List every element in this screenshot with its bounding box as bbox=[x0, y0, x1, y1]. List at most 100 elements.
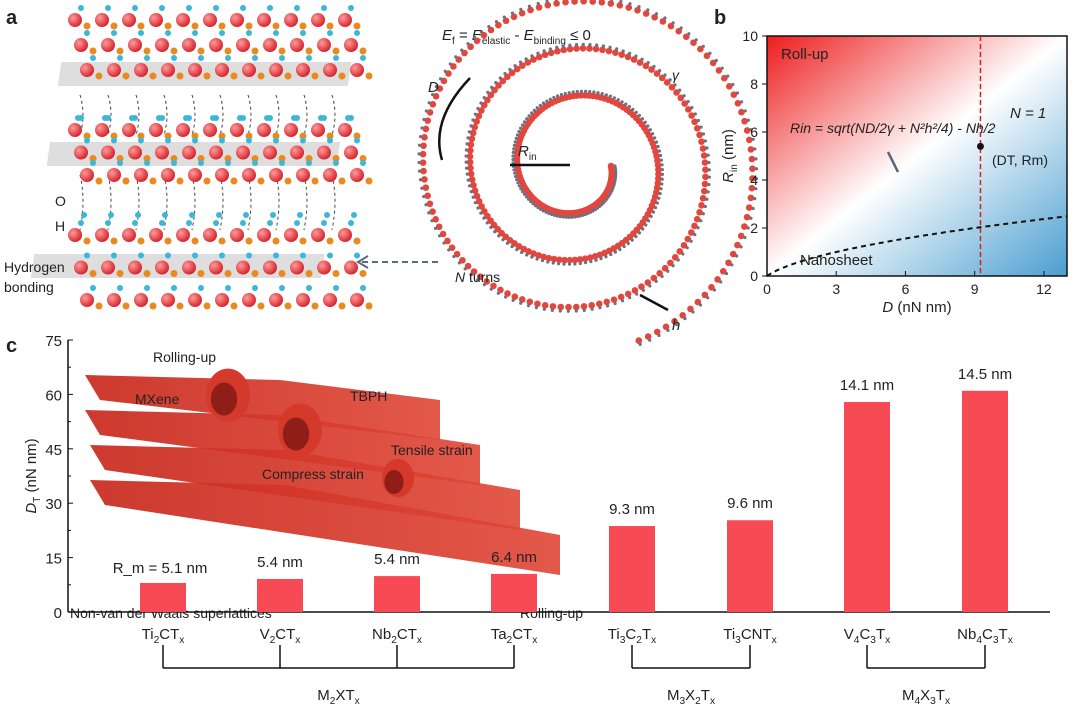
bar-data-label: 9.3 nm bbox=[609, 501, 655, 518]
roll-atom bbox=[618, 51, 626, 58]
hydrogen-atom bbox=[111, 137, 117, 144]
roll-atom bbox=[487, 25, 491, 29]
roll-atom bbox=[478, 107, 485, 114]
metal-atom bbox=[323, 63, 337, 77]
roll-atom bbox=[541, 101, 546, 105]
hydrogen-bond bbox=[247, 94, 252, 136]
roll-atom bbox=[608, 45, 612, 49]
hydrogen-atom bbox=[183, 115, 189, 121]
termination-atom bbox=[137, 22, 145, 30]
hydrogen-atom bbox=[306, 55, 312, 61]
roll-atom bbox=[555, 214, 560, 218]
roll-atom bbox=[480, 31, 488, 39]
hydrogen-bond bbox=[163, 174, 168, 231]
termination-atom bbox=[359, 47, 367, 55]
roll-atom bbox=[486, 90, 490, 95]
roll-atom bbox=[701, 44, 705, 48]
roll-atom bbox=[701, 291, 709, 299]
hydrogen-atom bbox=[360, 160, 366, 166]
hydrogen-atom bbox=[351, 212, 357, 218]
roll-atom bbox=[535, 252, 542, 259]
roll-atom bbox=[682, 33, 690, 41]
metal-atom bbox=[122, 13, 136, 27]
equation-arrow bbox=[886, 151, 900, 173]
roll-atom bbox=[430, 92, 435, 97]
metal-atom bbox=[242, 63, 256, 77]
roll-atom bbox=[531, 202, 535, 206]
metal-atom bbox=[188, 63, 202, 77]
roll-atom bbox=[508, 69, 516, 77]
termination-atom bbox=[176, 302, 184, 310]
roll-atom bbox=[535, 4, 543, 11]
bar-data-label: 6.4 nm bbox=[491, 549, 537, 566]
metal-atom bbox=[242, 168, 256, 182]
termination-atom bbox=[164, 237, 172, 245]
roll-atom bbox=[468, 135, 476, 143]
roll-atom bbox=[583, 89, 588, 93]
termination-atom bbox=[326, 132, 334, 140]
roll-atom bbox=[721, 74, 728, 82]
termination-atom bbox=[332, 155, 340, 162]
roll-atom bbox=[753, 147, 757, 151]
rin-label: Rin bbox=[518, 143, 537, 163]
hydrogen-atom bbox=[189, 212, 195, 218]
group-label: M3X2Tx bbox=[667, 687, 715, 707]
roll-atom bbox=[420, 186, 424, 190]
mxene-sheet bbox=[85, 375, 440, 440]
group-label: M2XTx bbox=[317, 687, 359, 707]
hydrogen-atom bbox=[252, 160, 258, 166]
roll-atom bbox=[417, 160, 421, 165]
roll-atom bbox=[422, 125, 430, 133]
text-segment: T bbox=[876, 626, 885, 643]
roll-atom bbox=[558, 309, 562, 313]
hydrogen-atom bbox=[333, 55, 339, 61]
roll-atom bbox=[656, 144, 660, 149]
metal-atom bbox=[215, 168, 229, 182]
hydrogen-atom bbox=[111, 252, 117, 259]
roll-atom bbox=[697, 45, 704, 53]
roll-atom bbox=[651, 132, 655, 136]
roll-atom bbox=[550, 308, 554, 312]
roll-atom bbox=[453, 250, 461, 258]
metal-atom bbox=[182, 260, 196, 275]
roll-atom bbox=[610, 0, 614, 2]
roll-atom bbox=[748, 184, 756, 192]
termination-atom bbox=[224, 155, 232, 162]
bar-chart: Rolling-up MXene TBPH Tensile strain Compres… bbox=[23, 333, 1050, 707]
hydrogen-atom bbox=[321, 5, 327, 11]
roll-atom bbox=[754, 177, 759, 181]
termination-atom bbox=[149, 177, 157, 185]
roll-atom bbox=[545, 254, 553, 262]
hydrogen-atom bbox=[171, 285, 177, 291]
text-segment: x bbox=[179, 635, 184, 646]
roll-atom bbox=[519, 301, 523, 305]
roll-atom bbox=[497, 286, 504, 294]
text-segment: x bbox=[295, 635, 300, 646]
equation: Rin = sqrt(ND/2γ + N²h²/4) - Nh/2 bbox=[790, 120, 996, 136]
roll-atom bbox=[581, 213, 585, 217]
roll-atom bbox=[644, 279, 652, 286]
roll-atom bbox=[612, 49, 619, 56]
roll-atom bbox=[734, 99, 742, 107]
y-tick-label: 30 bbox=[45, 496, 62, 513]
roll-atom bbox=[624, 290, 632, 298]
termination-atom bbox=[116, 47, 124, 55]
metal-atom bbox=[209, 38, 223, 52]
roll-atom bbox=[524, 195, 529, 199]
roll-atom bbox=[743, 127, 751, 134]
roll-atom bbox=[418, 178, 423, 182]
metal-atom bbox=[68, 228, 82, 242]
roll-atom bbox=[628, 2, 632, 6]
roll-atom bbox=[668, 78, 672, 82]
metal-atom bbox=[311, 228, 325, 242]
hydrogen-atom bbox=[267, 220, 273, 226]
roll-atom bbox=[684, 235, 692, 243]
hydrogen-atom bbox=[144, 285, 150, 291]
roll-atom bbox=[640, 117, 645, 121]
text-segment: 2 bbox=[507, 635, 513, 646]
termination-atom bbox=[95, 72, 103, 80]
termination-atom bbox=[245, 237, 253, 245]
y-tick-label: 15 bbox=[45, 551, 62, 568]
hydrogen-atom bbox=[165, 137, 171, 144]
